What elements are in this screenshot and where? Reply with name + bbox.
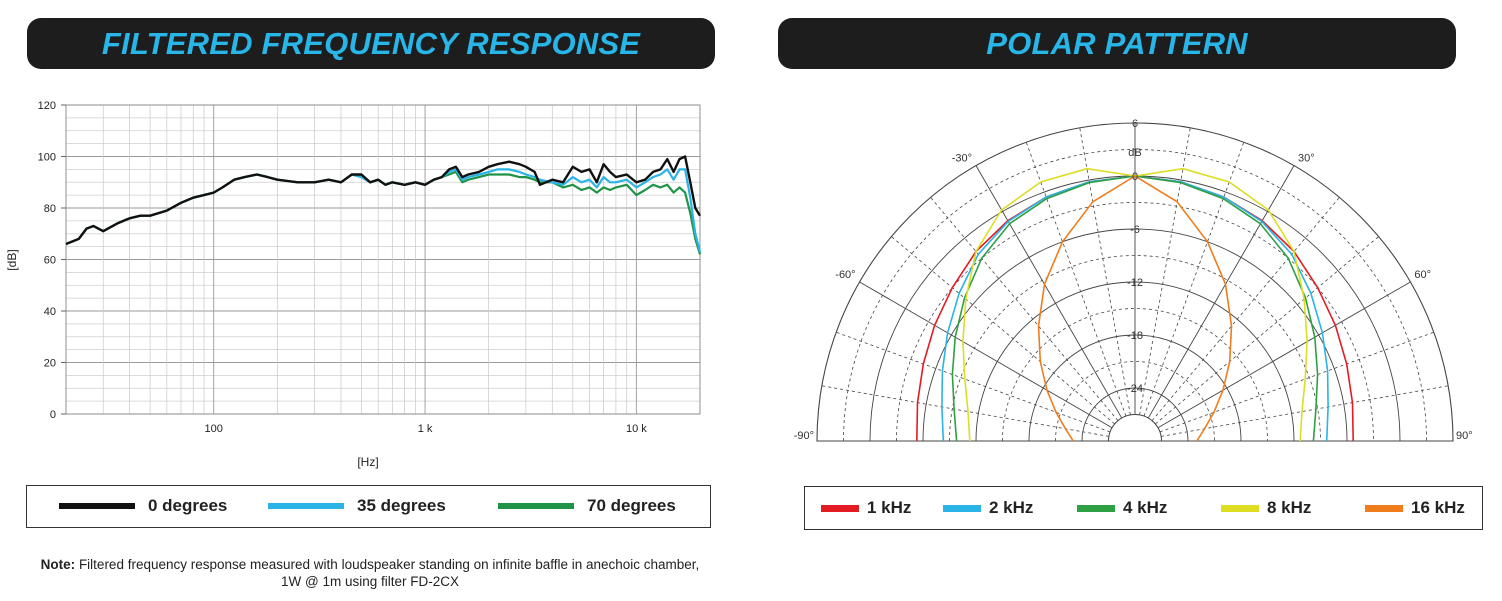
legend-item-2-kHz: 2 kHz [943,498,1033,518]
legend-swatch [59,503,135,509]
frequency-series [65,155,702,255]
legend-swatch [943,504,981,512]
legend-swatch [821,504,859,512]
legend-item-1-kHz: 1 kHz [821,498,911,518]
series-line-0-degrees [65,155,702,246]
note-label: Note: [40,557,76,572]
legend-label: 16 kHz [1411,498,1465,517]
x-tick-label: 10 k [626,423,647,435]
frequency-grid [65,104,701,415]
legend-item-4-kHz: 4 kHz [1077,498,1167,518]
legend-label: 70 degrees [587,496,676,515]
x-tick-label: 1 k [418,423,433,435]
frequency-response-title: FILTERED FREQUENCY RESPONSE [27,18,715,69]
polar-pattern-title: POLAR PATTERN [778,18,1456,69]
y-tick-label: 80 [44,203,56,215]
y-tick-label: 20 [44,358,56,370]
frequency-axes: 0 20 40 60 80 100 120 100 1 k 10 k [38,100,701,435]
legend-item-0-degrees: 0 degrees [59,496,227,516]
legend-label: 8 kHz [1267,498,1312,517]
x-axis-label: [Hz] [357,455,378,469]
y-tick-label: 40 [44,306,56,318]
frequency-legend: 0 degrees 35 degrees 70 degrees [26,485,711,528]
legend-label: 35 degrees [357,496,446,515]
legend-swatch [1221,504,1259,512]
legend-label: 4 kHz [1123,498,1168,517]
y-tick-label: 0 [50,409,56,421]
legend-label: 2 kHz [989,498,1034,517]
legend-swatch [1077,504,1115,512]
y-tick-label: 60 [44,255,56,267]
measurement-note: Note: Filtered frequency response measur… [40,556,700,590]
y-axis-label: [dB] [5,249,19,270]
legend-item-16-kHz: 16 kHz [1365,498,1465,518]
legend-swatch [268,503,344,509]
legend-swatch [498,503,574,509]
y-tick-label: 100 [38,152,56,164]
legend-label: 0 degrees [148,496,228,515]
legend-item-70-degrees: 70 degrees [498,496,676,516]
legend-swatch [1365,504,1403,512]
legend-label: 1 kHz [867,498,912,517]
y-tick-label: 120 [38,100,56,112]
legend-item-35-degrees: 35 degrees [268,496,446,516]
polar-legend: 1 kHz 2 kHz 4 kHz 8 kHz 16 kHz [804,486,1483,530]
x-tick-label: 100 [205,423,223,435]
legend-item-8-kHz: 8 kHz [1221,498,1311,518]
note-text: Filtered frequency response measured wit… [78,557,700,589]
